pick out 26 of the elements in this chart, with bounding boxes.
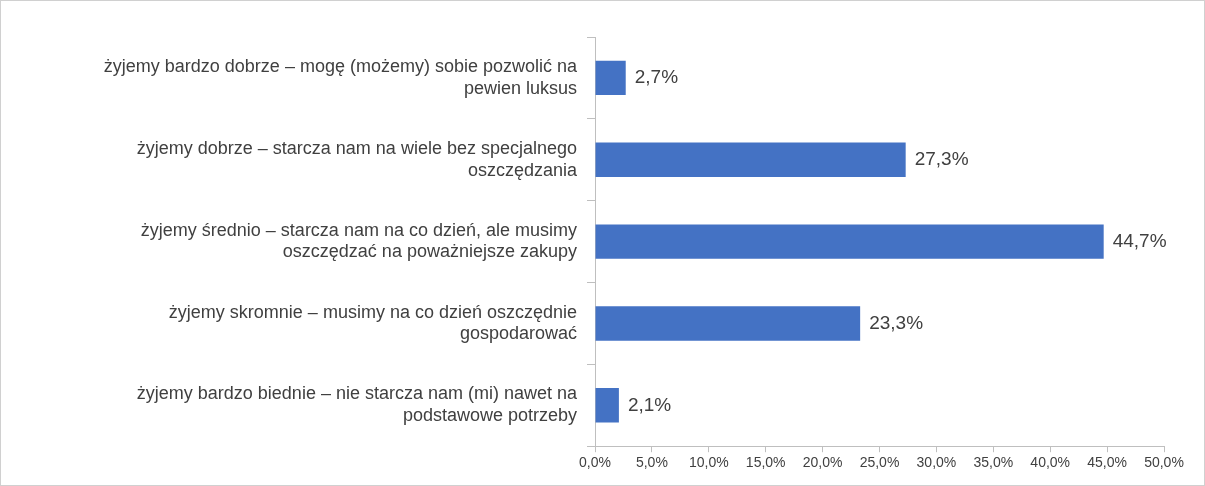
- x-tick-label: 50,0%: [1144, 454, 1184, 471]
- data-label: 23,3%: [869, 311, 924, 333]
- x-tick-label: 10,0%: [688, 454, 729, 471]
- y-tick-label: żyjemy bardzo dobrze – mogę (możemy) sobie pozwolić na pewien luksus: [103, 56, 578, 98]
- x-tick-label: 25,0%: [859, 454, 900, 471]
- x-tick-label: 35,0%: [973, 454, 1014, 471]
- data-label: 2,1%: [627, 393, 672, 415]
- bar: [595, 224, 1104, 259]
- y-tick-label: żyjemy dobrze – starcza nam na wiele bez specjalnego oszczędzania: [136, 137, 578, 180]
- x-tick-label: 5,0%: [635, 454, 668, 471]
- bar: [595, 142, 906, 177]
- y-tick-label: żyjemy bardzo biednie – nie starcza nam (mi) nawet na podstawowe potrzeby: [136, 383, 578, 426]
- x-tick-label: 30,0%: [916, 454, 957, 471]
- bar: [595, 306, 861, 341]
- data-label: 44,7%: [1112, 229, 1167, 251]
- x-tick-label: 15,0%: [745, 454, 786, 471]
- data-label: 2,7%: [634, 66, 679, 88]
- x-tick-label: 45,0%: [1087, 454, 1127, 471]
- y-tick-label: żyjemy skromnie – musimy na co dzień oszczędnie gospodarować: [168, 301, 577, 344]
- x-tick-label: 20,0%: [802, 454, 843, 471]
- x-tick-label: 0,0%: [579, 454, 611, 471]
- bar: [595, 60, 626, 96]
- y-tick-label: żyjemy średnio – starcza nam na co dzień, ale musimy oszczędzać na poważniejsze zakupy: [140, 219, 577, 262]
- bar: [595, 388, 619, 423]
- data-label: 27,3%: [914, 147, 969, 169]
- x-tick-label: 40,0%: [1030, 454, 1071, 471]
